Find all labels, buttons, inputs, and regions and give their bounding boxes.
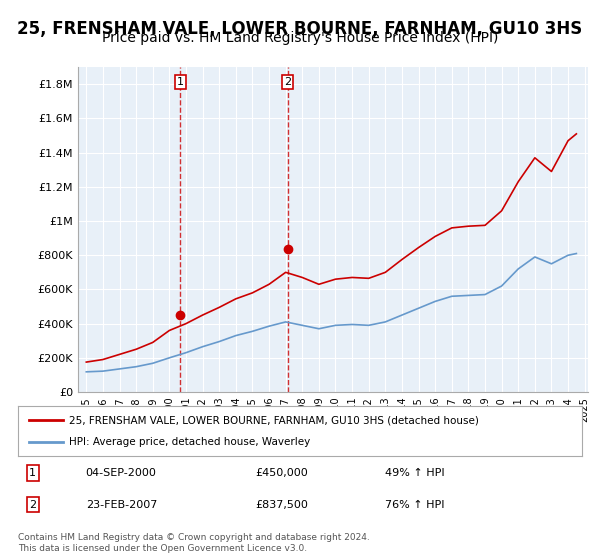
- Text: 76% ↑ HPI: 76% ↑ HPI: [385, 500, 444, 510]
- Text: 25, FRENSHAM VALE, LOWER BOURNE, FARNHAM, GU10 3HS (detached house): 25, FRENSHAM VALE, LOWER BOURNE, FARNHAM…: [69, 415, 479, 425]
- Text: HPI: Average price, detached house, Waverley: HPI: Average price, detached house, Wave…: [69, 437, 310, 447]
- Text: Contains HM Land Registry data © Crown copyright and database right 2024.
This d: Contains HM Land Registry data © Crown c…: [18, 533, 370, 553]
- Text: 1: 1: [29, 468, 36, 478]
- Text: 49% ↑ HPI: 49% ↑ HPI: [385, 468, 444, 478]
- Text: 25, FRENSHAM VALE, LOWER BOURNE, FARNHAM, GU10 3HS: 25, FRENSHAM VALE, LOWER BOURNE, FARNHAM…: [17, 20, 583, 38]
- Text: 2: 2: [29, 500, 37, 510]
- Text: 23-FEB-2007: 23-FEB-2007: [86, 500, 157, 510]
- Text: Price paid vs. HM Land Registry's House Price Index (HPI): Price paid vs. HM Land Registry's House …: [102, 31, 498, 45]
- Text: 1: 1: [177, 77, 184, 87]
- Text: 2: 2: [284, 77, 291, 87]
- Text: £837,500: £837,500: [255, 500, 308, 510]
- Text: 04-SEP-2000: 04-SEP-2000: [86, 468, 157, 478]
- Text: £450,000: £450,000: [255, 468, 308, 478]
